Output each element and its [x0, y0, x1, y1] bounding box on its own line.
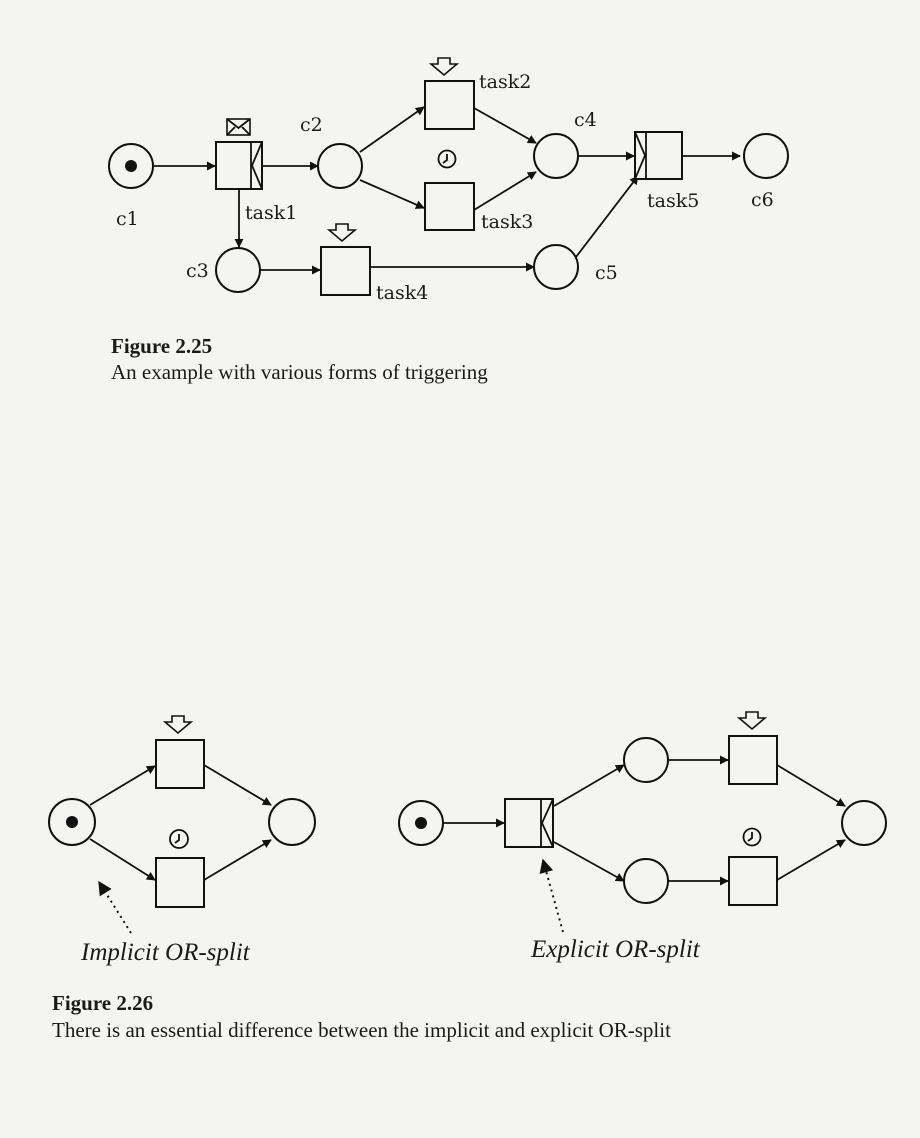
down-arrow-icon	[428, 57, 460, 77]
explicit-bottom-transition	[728, 856, 778, 906]
envelope-icon	[226, 118, 251, 136]
figure-2-26-implicit: Implicit OR-split	[48, 715, 316, 966]
explicit-or-split-label: Explicit OR-split	[530, 936, 701, 963]
label-task1: task1	[245, 202, 297, 224]
explicit-top-transition	[728, 735, 778, 785]
implicit-bottom-transition	[155, 857, 205, 908]
label-task2: task2	[479, 71, 531, 93]
arc-implicit-start-bottom	[89, 838, 156, 881]
down-arrow-icon	[736, 711, 768, 731]
down-arrow-icon	[326, 223, 358, 243]
arc-explicit-task-top	[553, 764, 625, 807]
task5-transition	[634, 131, 683, 180]
clock-icon	[169, 829, 189, 849]
place-implicit-end	[268, 798, 316, 846]
explicit-or-split-transition	[504, 798, 554, 848]
arc-c2-task2	[359, 106, 425, 153]
arc-c5-task5	[575, 175, 639, 258]
place-explicit-bottom	[623, 858, 669, 904]
label-c3: c3	[186, 260, 209, 282]
place-c3	[215, 247, 261, 293]
clock-icon	[742, 827, 762, 847]
arc-implicit-start-top	[89, 765, 156, 806]
figure-2-25-caption: An example with various forms of trigger…	[111, 360, 488, 384]
arc-c2-task3	[359, 179, 425, 209]
figure-2-26-title: Figure 2.26	[52, 991, 153, 1015]
place-c2	[317, 143, 363, 189]
arc-implicit-top-end	[203, 764, 272, 806]
arc-implicit-bottom-end	[203, 839, 272, 881]
arc-task3-c4	[473, 171, 537, 211]
task2-transition	[424, 80, 475, 130]
explicit-pointer	[539, 858, 564, 933]
task3-transition	[424, 182, 475, 231]
label-c1: c1	[116, 208, 139, 230]
label-c6: c6	[751, 189, 774, 211]
down-arrow-icon	[162, 715, 194, 735]
figure-2-26-explicit: Explicit OR-split	[398, 711, 887, 963]
implicit-or-split-label: Implicit OR-split	[80, 939, 251, 966]
label-c4: c4	[574, 109, 597, 131]
arc-explicit-top-end	[776, 764, 846, 807]
task1-transition	[215, 141, 263, 190]
figure-2-25: c1 c2 c3 c4 c5 c6 task1 task2 task3 task…	[108, 57, 789, 384]
arc-explicit-bottom-end	[776, 839, 846, 881]
label-task4: task4	[376, 282, 428, 304]
figure-2-25-title: Figure 2.25	[111, 334, 212, 358]
label-c2: c2	[300, 114, 323, 136]
figure-2-26-caption: There is an essential difference between…	[52, 1018, 671, 1042]
clock-icon	[437, 149, 457, 169]
place-explicit-top	[623, 737, 669, 783]
arc-task2-c4	[473, 107, 537, 144]
place-c4	[533, 133, 579, 179]
task4-transition	[320, 246, 371, 296]
label-task3: task3	[481, 211, 533, 233]
label-task5: task5	[647, 190, 699, 212]
arc-explicit-task-bottom	[553, 841, 625, 882]
token-implicit-start	[66, 816, 78, 828]
place-explicit-end	[841, 800, 887, 846]
implicit-top-transition	[155, 739, 205, 789]
fig225-arcs	[153, 106, 741, 275]
token-c1	[125, 160, 137, 172]
implicit-pointer	[98, 880, 132, 934]
token-explicit-start	[415, 817, 427, 829]
place-c5	[533, 244, 579, 290]
place-c6	[743, 133, 789, 179]
label-c5: c5	[595, 262, 618, 284]
